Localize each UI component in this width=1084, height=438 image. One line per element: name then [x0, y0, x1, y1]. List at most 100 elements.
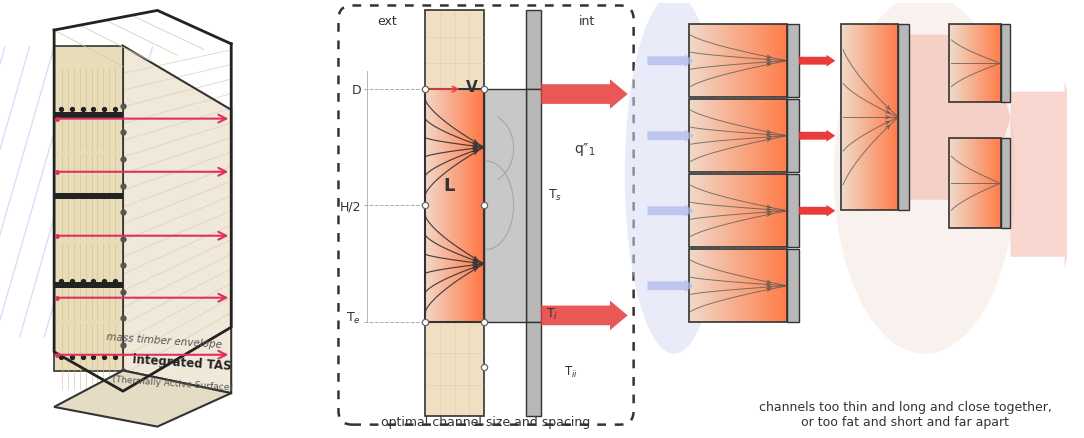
Bar [710, 250, 713, 322]
Bar [730, 250, 733, 322]
Bar [772, 175, 774, 248]
Polygon shape [54, 113, 122, 118]
Bar [772, 25, 774, 98]
Bar [767, 250, 770, 322]
Bar [975, 139, 978, 229]
Bar [777, 250, 779, 322]
Bar [736, 250, 738, 322]
Bar [873, 25, 875, 211]
Bar [456, 90, 459, 322]
Bar [479, 90, 481, 322]
Text: integrated TAS: integrated TAS [132, 352, 232, 372]
Bar [425, 90, 426, 322]
Bar [453, 90, 454, 322]
Bar [438, 90, 439, 322]
Bar [710, 175, 713, 248]
Bar [989, 25, 991, 103]
Bar [444, 90, 447, 322]
Polygon shape [54, 194, 122, 200]
Polygon shape [54, 47, 122, 116]
Bar [462, 90, 463, 322]
Bar [851, 25, 853, 211]
Bar [464, 90, 465, 322]
Bar [751, 250, 754, 322]
Bar [705, 175, 707, 248]
Text: optimal channel size and spacing: optimal channel size and spacing [382, 415, 591, 427]
Bar [753, 250, 757, 322]
Bar [707, 175, 709, 248]
Bar [460, 90, 461, 322]
Bar [434, 90, 435, 322]
Bar [476, 90, 477, 322]
Bar [762, 100, 764, 173]
Bar [880, 25, 881, 211]
Bar [734, 250, 736, 322]
Bar [748, 175, 750, 248]
Bar [750, 250, 752, 322]
Bar [700, 175, 704, 248]
Bar [446, 90, 447, 322]
Bar [702, 100, 705, 173]
Bar [751, 175, 754, 248]
Bar [426, 90, 428, 322]
Bar [772, 250, 774, 322]
Bar [859, 25, 861, 211]
Bar [995, 139, 997, 229]
Bar [734, 175, 736, 248]
Bar [741, 100, 745, 173]
Bar [732, 250, 735, 322]
Bar [963, 139, 966, 229]
Bar [785, 250, 788, 322]
Bar [691, 175, 694, 248]
Bar [705, 250, 707, 322]
Bar [775, 100, 778, 173]
Bar [527, 90, 541, 322]
Bar [985, 25, 988, 103]
Bar [847, 25, 849, 211]
Bar [470, 90, 472, 322]
Bar [431, 90, 433, 322]
Bar [451, 90, 452, 322]
Bar [698, 100, 701, 173]
Bar [720, 175, 723, 248]
Bar [968, 25, 970, 103]
Bar [478, 90, 479, 322]
Bar [965, 139, 967, 229]
Bar [748, 100, 750, 173]
Bar [785, 25, 788, 98]
Bar [888, 25, 890, 211]
Bar [950, 139, 1001, 229]
Bar [698, 250, 701, 322]
Bar [787, 100, 799, 173]
Bar [772, 100, 774, 173]
Bar [714, 250, 717, 322]
Bar [726, 250, 728, 322]
Bar [748, 25, 750, 98]
Bar [473, 90, 474, 322]
Bar [767, 100, 770, 173]
Bar [728, 175, 731, 248]
Bar [732, 175, 735, 248]
Bar [860, 25, 862, 211]
Bar [765, 175, 769, 248]
Text: T$_i$: T$_i$ [546, 306, 558, 321]
Bar [736, 100, 738, 173]
Bar [717, 250, 719, 322]
Text: int: int [579, 15, 595, 28]
Text: (Thermally Active Surface): (Thermally Active Surface) [112, 374, 233, 391]
Bar [459, 90, 460, 322]
Bar [864, 25, 866, 211]
Bar [958, 25, 960, 103]
Bar [700, 25, 704, 98]
Bar [758, 25, 760, 98]
Bar [956, 139, 958, 229]
Bar [452, 90, 453, 322]
Bar [985, 139, 988, 229]
Bar [773, 25, 776, 98]
Bar [783, 25, 786, 98]
Bar [440, 90, 441, 322]
Bar [454, 90, 455, 322]
Bar [779, 25, 782, 98]
Bar [440, 90, 442, 322]
Bar [953, 25, 955, 103]
